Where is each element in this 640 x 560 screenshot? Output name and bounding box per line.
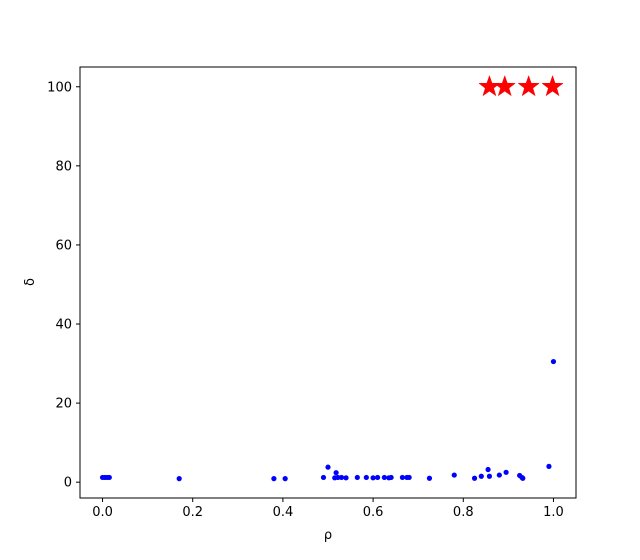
data-point <box>520 475 526 481</box>
y-tick-label: 60 <box>55 238 72 253</box>
center-point-star <box>493 75 516 97</box>
plot-frame <box>79 66 577 499</box>
x-tick-label: 0.0 <box>92 505 113 520</box>
plot-area <box>80 67 576 498</box>
data-point <box>271 476 277 482</box>
x-tick-label: 0.4 <box>273 505 294 520</box>
data-point <box>381 474 387 481</box>
x-tick-label: 1.0 <box>543 505 564 520</box>
data-point <box>471 475 478 481</box>
data-point <box>546 463 552 469</box>
data-point <box>320 474 327 481</box>
data-point <box>550 358 557 365</box>
y-tick-label: 40 <box>55 318 72 333</box>
data-point <box>354 474 360 481</box>
center-point-star <box>541 75 564 97</box>
data-point <box>325 464 331 470</box>
data-point <box>176 476 182 482</box>
data-point <box>496 472 502 478</box>
data-point <box>343 475 349 481</box>
data-point <box>478 473 484 479</box>
data-point <box>399 474 405 481</box>
data-point <box>388 474 394 481</box>
x-axis: 0.0 0.2 0.4 0.6 0.8 1.0 <box>92 498 564 520</box>
x-tick-label: 0.6 <box>363 505 384 520</box>
y-tick-label: 100 <box>47 80 72 95</box>
x-axis-label: ρ <box>324 528 332 543</box>
data-point <box>486 473 493 479</box>
data-point <box>106 474 112 481</box>
data-point <box>375 474 381 481</box>
points-layer <box>99 75 564 482</box>
data-point <box>485 466 491 473</box>
y-tick-label: 20 <box>55 397 72 412</box>
x-tick-label: 0.8 <box>453 505 474 520</box>
data-point <box>363 474 369 481</box>
data-point <box>335 474 341 481</box>
data-point <box>451 472 457 478</box>
y-tick-label: 0 <box>64 476 72 491</box>
data-point <box>406 474 412 481</box>
data-point <box>426 475 433 481</box>
data-point <box>333 470 339 476</box>
y-tick-label: 80 <box>55 159 72 174</box>
y-axis-label: δ <box>23 278 38 286</box>
data-point <box>370 475 376 481</box>
data-point <box>338 474 345 481</box>
center-point-star <box>517 75 540 97</box>
data-point <box>282 476 288 482</box>
y-axis: 0 20 40 60 80 100 <box>47 80 80 491</box>
data-point <box>503 469 509 475</box>
x-tick-label: 0.2 <box>182 505 203 520</box>
